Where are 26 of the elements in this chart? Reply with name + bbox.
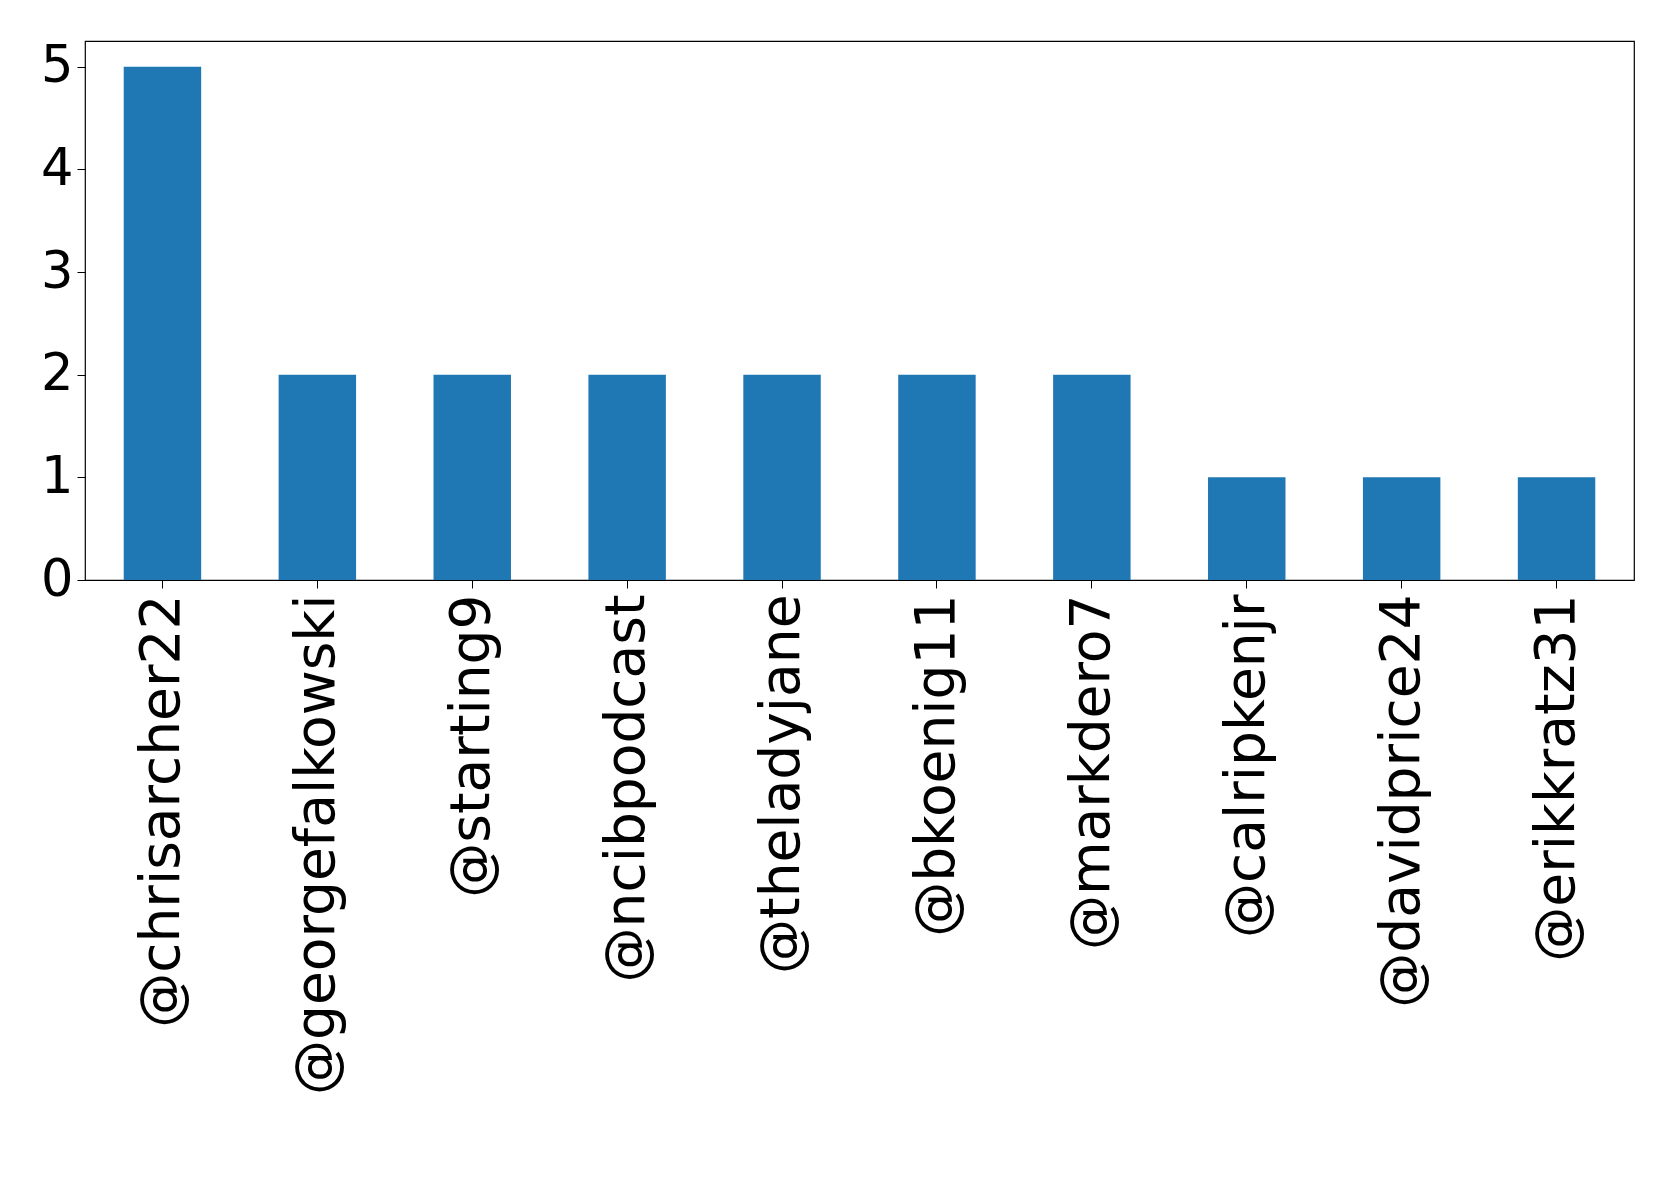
- bar: [1053, 374, 1131, 580]
- bar: [588, 374, 666, 580]
- x-tick-label: @markdero7: [1057, 594, 1122, 951]
- x-tick-label: @davidprice24: [1367, 594, 1432, 1008]
- bar: [1208, 477, 1286, 580]
- bar: [433, 374, 511, 580]
- x-tick-label: @theladyjane: [748, 594, 813, 974]
- x-tick-label: @georgefalkowski: [283, 594, 348, 1095]
- x-tick-label: @calripkenjr: [1212, 594, 1277, 939]
- bar: [743, 374, 821, 580]
- y-tick-label: 1: [41, 445, 74, 505]
- bar: [1362, 477, 1441, 580]
- x-tick-label: @erikkratz31: [1522, 594, 1587, 962]
- bar: [123, 66, 202, 580]
- y-tick-label: 2: [41, 343, 74, 403]
- bar: [1517, 477, 1596, 580]
- bar: [278, 374, 357, 580]
- x-tick-label: @chrisarcher22: [128, 594, 193, 1028]
- x-tick-label: @starting9: [438, 594, 503, 898]
- y-tick-label: 0: [41, 548, 74, 608]
- x-tick-label: @ncibpodcast: [593, 594, 658, 983]
- y-tick-label: 3: [41, 240, 74, 300]
- x-tick-label: @bkoenig11: [902, 594, 967, 937]
- bar: [898, 374, 976, 580]
- y-tick-label: 4: [41, 137, 74, 197]
- y-tick-label: 5: [41, 35, 74, 95]
